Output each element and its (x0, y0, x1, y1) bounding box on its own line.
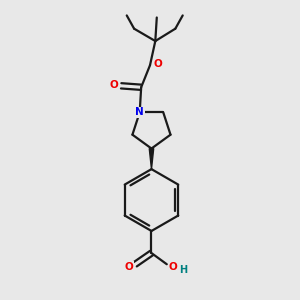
Text: O: O (110, 80, 118, 90)
Text: O: O (168, 262, 177, 272)
Text: O: O (154, 59, 162, 69)
Text: O: O (124, 262, 133, 272)
Text: N: N (135, 107, 144, 117)
Text: H: H (179, 265, 187, 275)
Polygon shape (149, 148, 154, 169)
